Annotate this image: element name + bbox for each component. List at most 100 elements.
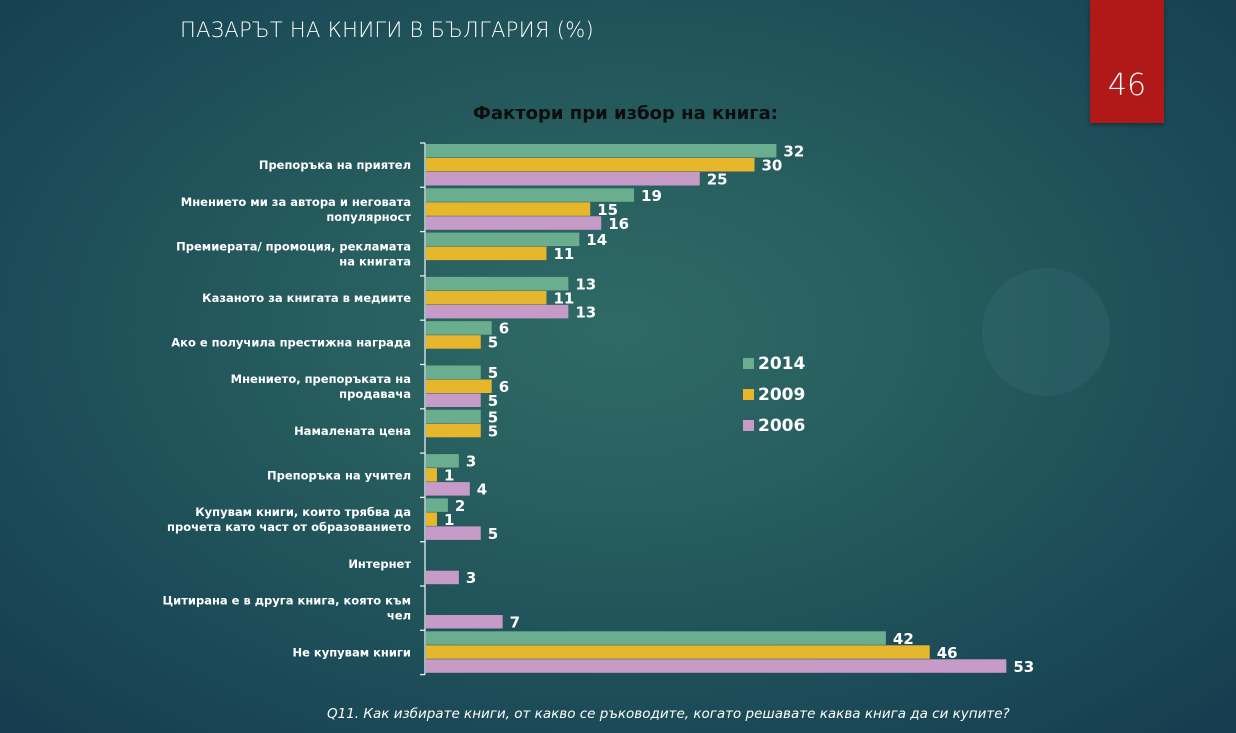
bar-2006: [426, 659, 1007, 673]
category-label-line: продавача: [339, 387, 411, 401]
category-label: Интернет: [348, 557, 411, 571]
value-label-2009: 6: [499, 378, 509, 396]
decorative-circle: [982, 268, 1110, 396]
value-label-2006: 4: [477, 481, 487, 499]
value-label-2006: 7: [510, 614, 520, 632]
category-label-line: Ако е получила престижна награда: [171, 335, 411, 349]
legend-swatch: [743, 389, 754, 400]
category-label: Казаното за книгата в медиите: [202, 291, 411, 305]
bar-2014: [426, 454, 459, 468]
category-label: Препоръка на приятел: [259, 158, 411, 172]
page-number-badge: 46: [1090, 0, 1164, 123]
bar-2009: [426, 468, 437, 482]
bar-2006: [426, 615, 503, 629]
bar-2006: [426, 482, 470, 496]
legend-label: 2014: [758, 353, 806, 374]
bar-2006: [426, 304, 569, 319]
legend-label: 2009: [758, 384, 806, 405]
bar-2009: [426, 246, 547, 261]
value-label-2009: 5: [488, 334, 498, 352]
category-label: Цитирана е в друга книга, която към чел: [163, 594, 411, 623]
legend-swatch: [743, 420, 754, 431]
bar-2014: [426, 321, 492, 335]
legend-item-2009: 2009: [743, 379, 805, 410]
category-label-line: Купувам книги, които трябва да: [195, 505, 411, 519]
bar-2014: [426, 276, 569, 291]
category-label-line: Премиерата/ промоция, рекламата: [176, 239, 411, 253]
value-label-2014: 3: [466, 453, 476, 471]
bar-2009: [426, 512, 437, 526]
value-label-2009: 15: [597, 201, 618, 219]
value-label-2006: 5: [488, 392, 498, 410]
value-label-2009: 11: [553, 245, 574, 263]
page-number: 46: [1107, 68, 1147, 103]
category-label-line: Намалената цена: [294, 424, 411, 438]
category-label: Препоръка на учител: [267, 468, 411, 482]
category-label: Не купувам книги: [293, 645, 412, 659]
chart-title: Фактори при избор на книга:: [473, 103, 778, 124]
legend-swatch: [743, 358, 754, 369]
value-label-2009: 1: [444, 511, 454, 529]
bar-2009: [426, 423, 481, 438]
category-label-line: Препоръка на учител: [267, 468, 411, 482]
bar-2006: [426, 570, 459, 585]
value-label-2014: 13: [575, 275, 596, 293]
value-label-2014: 5: [488, 364, 498, 382]
bar-2014: [426, 631, 886, 645]
value-label-2006: 16: [608, 215, 629, 233]
category-label-line: чел: [387, 609, 411, 623]
bar-2014: [426, 498, 448, 512]
legend-label: 2006: [758, 415, 806, 436]
bar-2009: [426, 202, 591, 216]
value-label-2006: 13: [575, 303, 596, 321]
bar-2014: [426, 409, 481, 424]
value-label-2014: 14: [586, 231, 607, 249]
category-label-line: Казаното за книгата в медиите: [202, 291, 411, 305]
value-label-2009: 46: [937, 644, 958, 662]
legend-item-2006: 2006: [743, 410, 805, 441]
category-label: Премиерата/ промоция, рекламата на книгат…: [176, 239, 411, 268]
bar-2009: [426, 158, 755, 172]
bar-2014: [426, 232, 580, 247]
value-label-2009: 5: [488, 422, 498, 440]
value-label-2006: 25: [707, 171, 728, 189]
value-label-2014: 32: [783, 143, 804, 161]
bar-2014: [426, 365, 481, 379]
category-label-line: на книгата: [339, 254, 411, 268]
bar-2006: [426, 172, 700, 186]
value-label-2014: 42: [893, 630, 914, 648]
value-label-2009: 1: [444, 467, 454, 485]
survey-question-footnote: Q11. Как избирате книги, от какво се рък…: [327, 706, 1010, 722]
value-label-2006: 5: [488, 525, 498, 543]
value-label-2009: 30: [762, 157, 783, 175]
bar-2006: [426, 393, 481, 407]
category-label-line: Не купувам книги: [293, 645, 412, 659]
bar-2009: [426, 645, 930, 659]
category-label: Ако е получила престижна награда: [171, 335, 411, 349]
value-label-2014: 6: [499, 320, 509, 338]
value-label-2014: 2: [455, 497, 465, 515]
slide-title: ПАЗАРЪТ НА КНИГИ В БЪЛГАРИЯ (%): [180, 18, 594, 42]
category-label: Мнението ми за автора и неговата популярн…: [181, 195, 412, 224]
category-label-line: Интернет: [348, 557, 411, 571]
bar-2009: [426, 335, 481, 349]
category-label: Мнението, препоръката на продавача: [231, 372, 411, 401]
bar-2006: [426, 526, 481, 540]
bar-2014: [426, 188, 635, 202]
value-label-2009: 11: [553, 289, 574, 307]
legend-item-2014: 2014: [743, 348, 805, 379]
chart-legend: 2014 2009 2006: [743, 348, 805, 441]
category-label-line: Препоръка на приятел: [259, 158, 411, 172]
value-label-2014: 5: [488, 408, 498, 426]
value-label-2006: 53: [1013, 658, 1034, 676]
category-label-line: Цитирана е в друга книга, която към: [163, 594, 411, 608]
bar-2009: [426, 290, 547, 305]
category-label-line: Мнението, препоръката на: [231, 372, 411, 386]
category-label: Купувам книги, които трябва да прочета ка…: [167, 505, 411, 534]
value-label-2014: 19: [641, 187, 662, 205]
category-label-line: прочета като част от образованието: [167, 520, 411, 534]
category-label: Намалената цена: [294, 424, 411, 438]
category-label-line: Мнението ми за автора и неговата: [181, 195, 411, 209]
bar-2009: [426, 379, 492, 393]
bar-2014: [426, 144, 777, 158]
